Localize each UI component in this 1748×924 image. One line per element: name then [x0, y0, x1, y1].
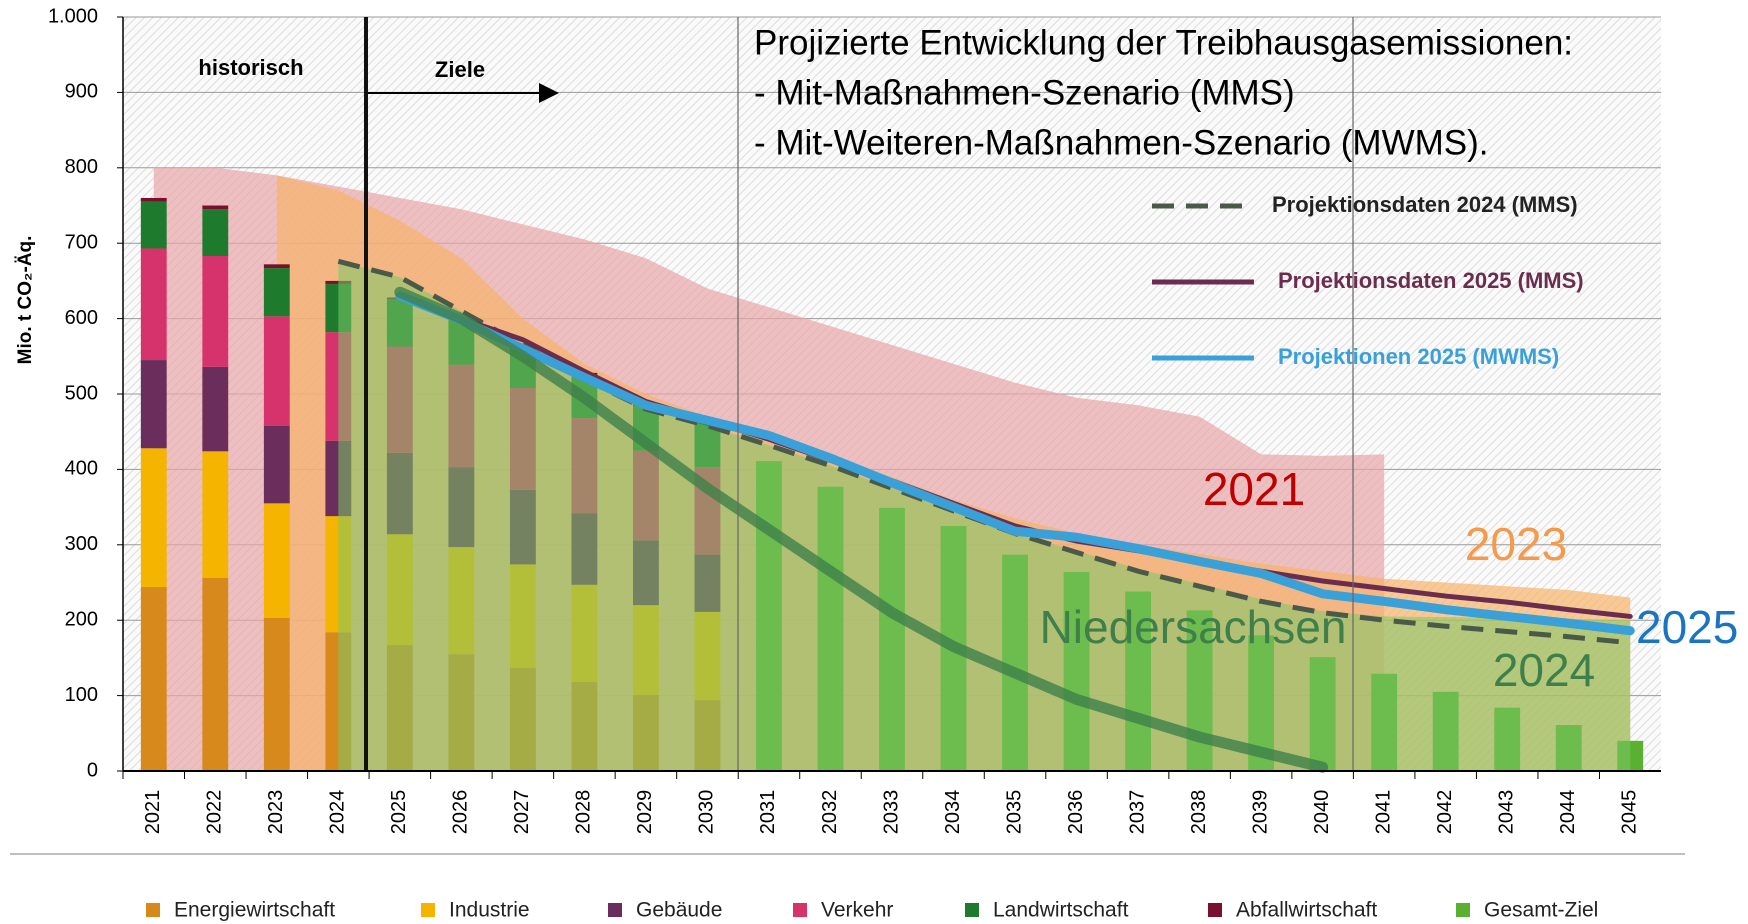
x-tick-label: 2021: [142, 790, 164, 835]
bar: [140, 448, 167, 588]
bar: [263, 268, 290, 317]
x-tick-label: 2035: [1003, 790, 1025, 835]
chart-title: Projizierte Entwicklung der Treibhausgas…: [754, 23, 1573, 62]
y-tick-label: 300: [65, 533, 98, 555]
y-tick-label: 100: [65, 684, 98, 706]
legend-swatch: [965, 903, 979, 917]
y-tick-label: 1.000: [48, 5, 98, 27]
legend-label: Energiewirtschaft: [174, 899, 335, 922]
bar: [202, 256, 229, 367]
x-tick-label: 2030: [696, 790, 718, 835]
bar: [263, 425, 290, 504]
chart-subtitle: - Mit-Weiteren-Maßnahmen-Szenario (MWMS)…: [754, 123, 1489, 162]
line-label: 2025: [1636, 601, 1738, 653]
bar: [140, 248, 167, 361]
y-tick-label: 900: [65, 81, 98, 103]
x-tick-label: 2031: [757, 790, 779, 835]
legend-swatch: [793, 903, 807, 917]
bar: [202, 366, 229, 452]
y-tick-label: 600: [65, 307, 98, 329]
line: [397, 294, 1633, 619]
bar: [202, 451, 229, 578]
legend-label: Gesamt-Ziel: [1484, 899, 1598, 922]
bar: [263, 617, 290, 771]
legend-swatch: [608, 903, 622, 917]
x-tick-label: 2044: [1557, 790, 1579, 835]
legend-label: Industrie: [449, 899, 530, 922]
line: [395, 291, 1635, 636]
y-tick-label: 700: [65, 231, 98, 253]
x-tick-label: 2038: [1188, 790, 1210, 835]
x-tick-label: 2040: [1311, 790, 1333, 835]
bar: [140, 197, 167, 202]
x-tick-label: 2045: [1619, 790, 1641, 835]
area-label: 2021: [1203, 463, 1305, 515]
bar: [263, 316, 290, 426]
x-tick-label: 2026: [450, 790, 472, 835]
x-tick-label: 2039: [1249, 790, 1271, 835]
line: [394, 286, 1329, 773]
y-tick-label: 200: [65, 608, 98, 630]
legend-swatch: [1456, 903, 1470, 917]
x-tick-label: 2029: [634, 790, 656, 835]
x-tick-label: 2037: [1126, 790, 1148, 835]
bar: [263, 264, 290, 269]
y-tick-label: 500: [65, 382, 98, 404]
bar: [140, 587, 167, 771]
annotation: Ziele: [435, 57, 485, 82]
area-label: 2023: [1465, 518, 1567, 570]
legend-label: Verkehr: [821, 899, 893, 922]
legend-swatch: [1208, 903, 1222, 917]
x-tick-label: 2034: [942, 790, 964, 835]
legend-label: Abfallwirtschaft: [1236, 899, 1377, 922]
line-label: Niedersachsen: [1040, 601, 1347, 653]
legend-label: Landwirtschaft: [993, 899, 1129, 922]
x-tick-label: 2023: [265, 790, 287, 835]
bar: [263, 503, 290, 618]
area: [338, 261, 1631, 771]
x-tick-label: 2027: [511, 790, 533, 835]
bar: [140, 360, 167, 449]
area-label: 2024: [1493, 644, 1595, 696]
x-tick-label: 2033: [880, 790, 902, 835]
x-tick-label: 2043: [1495, 790, 1517, 835]
y-tick-label: 0: [87, 759, 98, 781]
bar: [202, 577, 229, 771]
y-tick-label: 800: [65, 156, 98, 178]
y-tick-label: 400: [65, 458, 98, 480]
x-tick-label: 2028: [573, 790, 595, 835]
legend-swatch: [421, 903, 435, 917]
bar: [202, 209, 229, 257]
x-tick-label: 2032: [819, 790, 841, 835]
bar: [202, 205, 229, 210]
x-tick-label: 2041: [1372, 790, 1394, 835]
bar: [140, 201, 167, 249]
annotation: historisch: [198, 55, 303, 80]
x-tick-label: 2025: [388, 790, 410, 835]
legend-label: Projektionsdaten 2024 (MMS): [1272, 192, 1578, 217]
y-axis-label: Mio. t CO₂-Äq.: [15, 236, 36, 365]
legend-swatch: [146, 903, 160, 917]
x-tick-label: 2042: [1434, 790, 1456, 835]
legend-label: Projektionsdaten 2025 (MMS): [1278, 268, 1584, 293]
x-tick-label: 2036: [1065, 790, 1087, 835]
chart-subtitle: - Mit-Maßnahmen-Szenario (MMS): [754, 73, 1295, 112]
x-tick-label: 2024: [327, 790, 349, 835]
x-tick-label: 2022: [204, 790, 226, 835]
legend-label: Projektionen 2025 (MWMS): [1278, 344, 1559, 369]
legend-label: Gebäude: [636, 899, 722, 922]
